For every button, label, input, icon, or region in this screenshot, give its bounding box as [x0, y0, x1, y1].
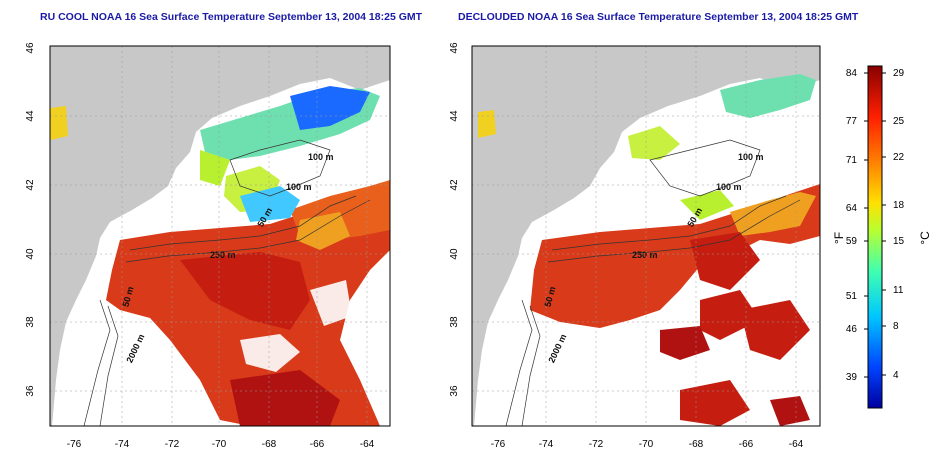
lat-tick: 36	[25, 385, 36, 397]
f-tick: 39	[846, 372, 858, 383]
depth-label-100m-b: 100 m	[286, 182, 312, 192]
lon-tick: -68	[689, 439, 704, 450]
lon-tick: -74	[115, 439, 130, 450]
right-map: 100 m 100 m 50 m 250 m 50 m 2000 m	[472, 46, 820, 426]
f-tick: 64	[846, 203, 858, 214]
colorbar: 84 77 71 64 59 51 46 39 29 25 22 18 15 1…	[832, 65, 932, 409]
right-panel-title: DECLOUDED NOAA 16 Sea Surface Temperatur…	[458, 11, 859, 23]
c-tick: 22	[893, 152, 905, 163]
lat-tick: 40	[449, 248, 460, 260]
left-lon-axis: -76 -74 -72 -70 -68 -66 -64	[67, 439, 375, 450]
lon-tick: -68	[262, 439, 277, 450]
c-tick: 4	[893, 370, 899, 381]
lon-tick: -76	[67, 439, 82, 450]
lat-tick: 44	[25, 110, 36, 122]
lon-tick: -64	[789, 439, 804, 450]
c-tick: 25	[893, 116, 905, 127]
c-tick: 11	[893, 285, 904, 296]
lon-tick: -70	[639, 439, 654, 450]
c-tick: 15	[893, 236, 905, 247]
lat-tick: 40	[25, 248, 36, 260]
colorbar-c-ticks: 29 25 22 18 15 11 8 4	[893, 68, 905, 381]
f-tick: 84	[846, 68, 858, 79]
colorbar-gradient	[867, 65, 883, 409]
depth-label-100m-b: 100 m	[716, 182, 742, 192]
lat-tick: 46	[25, 42, 36, 54]
left-map: 100 m 100 m 50 m 250 m 50 m 2000 m	[50, 46, 390, 426]
right-lon-axis: -76 -74 -72 -70 -68 -66 -64	[491, 439, 804, 450]
depth-label-100m-a: 100 m	[738, 152, 764, 162]
c-unit-label: °C	[918, 231, 932, 245]
lon-tick: -76	[491, 439, 506, 450]
f-tick: 71	[846, 155, 858, 166]
colorbar-f-ticks: 84 77 71 64 59 51 46 39	[846, 68, 858, 383]
left-panel-title: RU COOL NOAA 16 Sea Surface Temperature …	[40, 11, 423, 23]
land-mass	[472, 46, 820, 426]
right-lat-axis: 46 44 42 40 38 36	[449, 42, 460, 397]
left-lat-axis: 46 44 42 40 38 36	[25, 42, 36, 397]
f-tick: 59	[846, 236, 858, 247]
f-tick: 77	[846, 116, 858, 127]
lat-tick: 36	[449, 385, 460, 397]
lat-tick: 42	[449, 179, 460, 191]
f-unit-label: °F	[832, 232, 846, 244]
cool-sst-region	[720, 74, 816, 118]
lon-tick: -72	[165, 439, 180, 450]
c-tick: 29	[893, 68, 905, 79]
lat-tick: 46	[449, 42, 460, 54]
lon-tick: -74	[539, 439, 554, 450]
lon-tick: -66	[310, 439, 325, 450]
right-map-frame	[471, 45, 821, 427]
c-tick: 18	[893, 200, 905, 211]
lon-tick: -72	[589, 439, 604, 450]
depth-label-250m: 250 m	[632, 250, 658, 260]
f-tick: 46	[846, 324, 858, 335]
lat-tick: 42	[25, 179, 36, 191]
f-tick: 51	[846, 291, 858, 302]
lat-tick: 38	[25, 316, 36, 328]
lon-tick: -64	[360, 439, 375, 450]
lon-tick: -66	[739, 439, 754, 450]
lat-tick: 44	[449, 110, 460, 122]
depth-label-250m: 250 m	[210, 250, 236, 260]
left-map-frame	[49, 45, 391, 427]
depth-label-100m-a: 100 m	[308, 152, 334, 162]
land-mass	[50, 46, 390, 426]
c-tick: 8	[893, 321, 899, 332]
lat-tick: 38	[449, 316, 460, 328]
lon-tick: -70	[212, 439, 227, 450]
